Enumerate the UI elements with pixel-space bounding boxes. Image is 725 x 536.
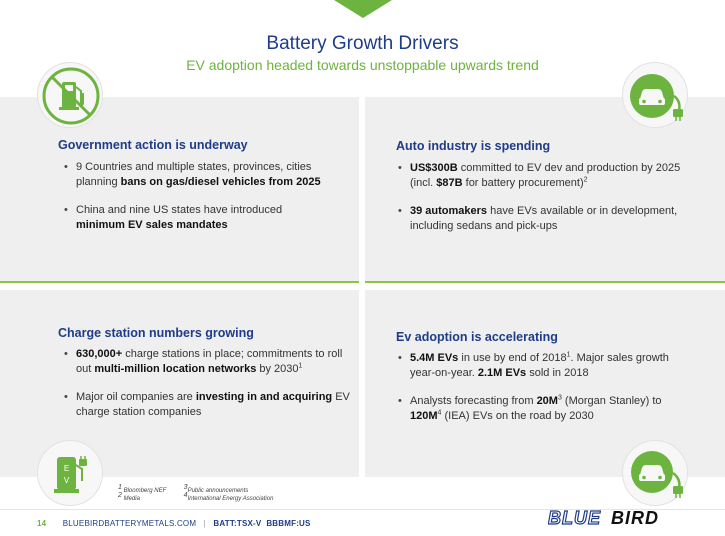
government-bullet-2: China and nine US states have introduced… xyxy=(62,203,332,233)
electric-car-plug-icon xyxy=(622,62,688,128)
footnotes: 1 Bloomberg NEF 2 Media 3Public announce… xyxy=(118,484,304,503)
footer-separator: | xyxy=(203,519,206,528)
charge-station-bullets: 630,000+ charge stations in place; commi… xyxy=(62,347,352,433)
charge-station-bullet-2: Major oil companies are investing in and… xyxy=(62,390,352,420)
footer-divider xyxy=(0,509,725,510)
charge-station-heading: Charge station numbers growing xyxy=(58,326,254,340)
no-gas-pump-icon xyxy=(37,62,103,128)
charge-station-bullet-1: 630,000+ charge stations in place; commi… xyxy=(62,347,352,377)
ev-adoption-heading: Ev adoption is accelerating xyxy=(396,330,558,344)
footer: 14 BLUEBIRDBATTERYMETALS.COM | BATT:TSX-… xyxy=(37,519,311,528)
government-heading: Government action is underway xyxy=(58,138,248,152)
top-arrow-decoration xyxy=(334,0,392,18)
electric-car-plug-icon xyxy=(622,440,688,506)
ev-adoption-bullet-1: 5.4M EVs in use by end of 20181. Major s… xyxy=(396,351,686,381)
footnote-3: 3Public announcements xyxy=(183,484,249,494)
ev-charging-station-icon: E V xyxy=(37,440,103,506)
ev-adoption-bullets: 5.4M EVs in use by end of 20181. Major s… xyxy=(396,351,686,437)
bluebird-logo: BLUE BIRD xyxy=(547,507,680,534)
auto-industry-panel: Auto industry is spending US$300B commit… xyxy=(365,97,725,283)
auto-industry-bullets: US$300B committed to EV dev and producti… xyxy=(396,161,691,247)
page-title: Battery Growth Drivers xyxy=(266,33,459,54)
ev-adoption-bullet-2: Analysts forecasting from 20M3 (Morgan S… xyxy=(396,394,686,424)
ticker-otc: BBBMF:US xyxy=(266,519,311,528)
svg-text:E: E xyxy=(64,464,69,473)
auto-industry-heading: Auto industry is spending xyxy=(396,139,551,153)
auto-industry-bullet-2: 39 automakers have EVs available or in d… xyxy=(396,204,691,234)
government-bullets: 9 Countries and multiple states, provinc… xyxy=(62,160,332,246)
footnote-4: 4International Energy Association xyxy=(183,492,274,502)
auto-industry-bullet-1: US$300B committed to EV dev and producti… xyxy=(396,161,691,191)
page-subtitle: EV adoption headed towards unstoppable u… xyxy=(186,57,539,73)
government-bullet-1: 9 Countries and multiple states, provinc… xyxy=(62,160,332,190)
website-link[interactable]: BLUEBIRDBATTERYMETALS.COM xyxy=(62,519,197,528)
svg-text:V: V xyxy=(64,476,70,485)
svg-text:BIRD: BIRD xyxy=(611,509,659,528)
footnote-1: 1 Bloomberg NEF xyxy=(118,484,167,494)
footnote-2: 2 Media xyxy=(118,492,140,502)
charge-station-panel: Charge station numbers growing 630,000+ … xyxy=(0,290,359,477)
page-number: 14 xyxy=(37,519,47,528)
government-panel: Government action is underway 9 Countrie… xyxy=(0,97,359,283)
ticker-tsxv: BATT:TSX-V xyxy=(213,519,262,528)
svg-text:BLUE: BLUE xyxy=(548,509,601,528)
